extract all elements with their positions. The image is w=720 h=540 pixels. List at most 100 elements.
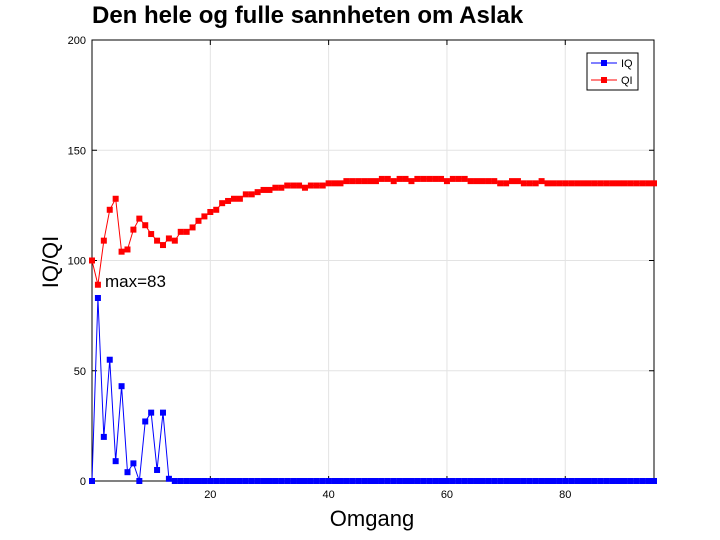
data-point-qi — [509, 178, 516, 185]
data-point-iq — [621, 478, 628, 484]
data-point-qi — [514, 178, 521, 185]
data-point-qi — [94, 281, 101, 288]
data-point-qi — [201, 213, 208, 220]
series-layer — [89, 175, 657, 484]
data-point-iq — [585, 478, 592, 484]
data-point-iq — [355, 478, 362, 484]
data-point-qi — [319, 182, 326, 189]
data-point-iq — [420, 478, 427, 484]
data-point-qi — [118, 248, 125, 255]
data-point-qi — [301, 184, 308, 191]
data-point-qi — [438, 175, 445, 182]
data-point-qi — [183, 228, 190, 235]
data-point-qi — [148, 231, 155, 238]
data-point-qi — [585, 180, 592, 187]
data-point-qi — [278, 184, 285, 191]
data-point-iq — [242, 478, 249, 484]
data-point-iq — [402, 478, 409, 484]
data-point-qi — [136, 215, 143, 222]
data-point-qi — [497, 180, 504, 187]
data-point-qi — [307, 182, 314, 189]
data-point-qi — [230, 195, 237, 202]
data-point-iq — [136, 478, 143, 484]
data-point-qi — [402, 175, 409, 182]
data-point-iq — [467, 478, 474, 484]
legend-marker-qi — [601, 77, 607, 83]
x-tick-label: 20 — [204, 489, 216, 501]
data-point-qi — [426, 175, 433, 182]
data-point-iq — [290, 478, 297, 484]
data-point-qi — [177, 228, 184, 235]
data-point-qi — [207, 208, 214, 215]
data-point-iq — [301, 478, 308, 484]
data-point-qi — [189, 224, 196, 231]
data-point-iq — [112, 458, 119, 465]
data-point-qi — [384, 175, 391, 182]
data-point-iq — [159, 409, 166, 416]
data-point-qi — [100, 237, 107, 244]
data-point-qi — [248, 191, 255, 198]
data-point-iq — [473, 478, 480, 484]
data-point-qi — [89, 257, 95, 264]
data-point-iq — [130, 460, 137, 467]
data-point-iq — [514, 478, 521, 484]
data-point-iq — [580, 478, 587, 484]
data-point-iq — [639, 478, 646, 484]
data-point-qi — [242, 191, 249, 198]
data-point-qi — [538, 178, 545, 185]
y-tick-label: 150 — [68, 145, 86, 157]
data-point-qi — [574, 180, 581, 187]
data-point-qi — [479, 178, 486, 185]
data-point-iq — [319, 478, 326, 484]
data-point-qi — [485, 178, 492, 185]
data-point-qi — [266, 186, 273, 193]
data-point-iq — [603, 478, 610, 484]
data-point-iq — [461, 478, 468, 484]
data-point-iq — [254, 478, 261, 484]
legend-box — [586, 52, 639, 91]
data-point-qi — [124, 246, 131, 253]
data-point-iq — [503, 478, 510, 484]
data-point-qi — [633, 180, 640, 187]
data-point-qi — [236, 195, 243, 202]
data-point-qi — [372, 178, 379, 185]
data-point-iq — [550, 478, 557, 484]
data-point-qi — [378, 175, 385, 182]
legend-label-iq: IQ — [621, 58, 633, 70]
data-point-iq — [485, 478, 492, 484]
data-point-qi — [420, 175, 427, 182]
data-point-iq — [372, 478, 379, 484]
data-point-qi — [130, 226, 137, 233]
chart-title: Den hele og fulle sannheten om Aslak — [92, 2, 524, 29]
data-point-qi — [390, 178, 397, 185]
data-point-qi — [325, 180, 332, 187]
data-point-iq — [171, 478, 178, 484]
data-point-iq — [225, 478, 232, 484]
legend-label-qi: QI — [621, 75, 633, 87]
x-tick-label: 40 — [323, 489, 335, 501]
data-point-iq — [651, 478, 657, 484]
data-point-iq — [195, 478, 202, 484]
data-point-qi — [367, 178, 374, 185]
data-point-iq — [248, 478, 255, 484]
data-point-iq — [591, 478, 598, 484]
data-point-iq — [384, 478, 391, 484]
x-tick-label: 80 — [559, 489, 571, 501]
data-point-iq — [568, 478, 575, 484]
data-point-iq — [432, 478, 439, 484]
data-point-iq — [526, 478, 533, 484]
data-point-qi — [219, 200, 226, 207]
data-point-qi — [112, 195, 119, 202]
data-point-iq — [367, 478, 374, 484]
data-point-iq — [337, 478, 344, 484]
data-point-iq — [219, 478, 226, 484]
data-point-qi — [361, 178, 368, 185]
data-point-iq — [597, 478, 604, 484]
data-point-iq — [520, 478, 527, 484]
data-point-qi — [467, 178, 474, 185]
data-point-iq — [438, 478, 445, 484]
legend-marker-iq — [601, 60, 607, 66]
data-point-qi — [142, 222, 149, 229]
data-point-qi — [645, 180, 652, 187]
data-point-iq — [455, 478, 462, 484]
